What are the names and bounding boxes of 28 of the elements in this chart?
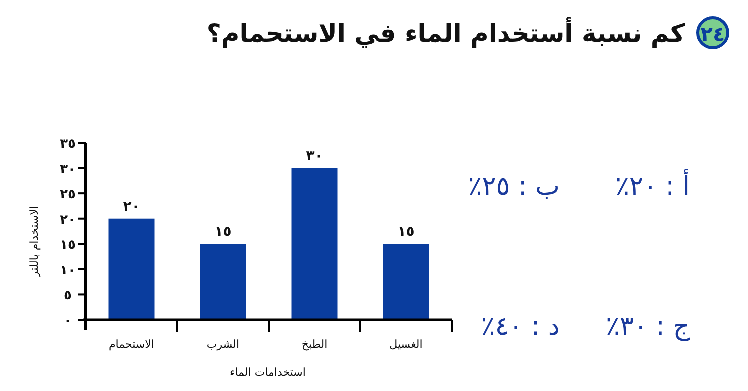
y-tick-label: ٣٠: [60, 162, 76, 178]
y-tick-label: ١٥: [60, 238, 76, 254]
y-tick-label: ٥: [64, 288, 72, 304]
y-tick-label: ٠: [64, 314, 72, 329]
bar: [292, 168, 338, 320]
y-tick-label: ١٠: [60, 263, 76, 278]
text: أ : ٢٠٪: [616, 169, 690, 202]
y-tick-label: ٢٠: [60, 212, 76, 228]
data-label: ١٥: [214, 224, 232, 240]
x-tick-label: الغسيل: [390, 338, 423, 351]
text: ج : ٣٠٪: [606, 312, 690, 342]
data-label: ١٥: [398, 224, 415, 240]
text: ب : ٢٥٪: [468, 172, 560, 202]
x-axis-title: استخدامات الماء: [230, 366, 306, 379]
data-label: ٣٠: [306, 148, 324, 164]
y-axis-title: الاستخدام باللتر: [28, 206, 41, 278]
x-tick-label: الاستحمام: [109, 338, 154, 351]
bar: [200, 244, 246, 320]
text: د : ٤٠٪: [481, 312, 560, 342]
x-tick-label: الشرب: [206, 338, 240, 351]
x-tick-label: الطبخ: [302, 338, 328, 351]
bar: [108, 218, 155, 320]
text: ٢٤: [700, 22, 726, 46]
bar: [383, 244, 430, 320]
data-label: ٢٠: [123, 198, 140, 215]
y-tick-label: ٢٥: [60, 188, 76, 203]
y-tick-label: ٣٥: [60, 137, 76, 152]
chart-title: كم نسبة أستخدام الماء في الاستحمام؟: [206, 17, 686, 49]
